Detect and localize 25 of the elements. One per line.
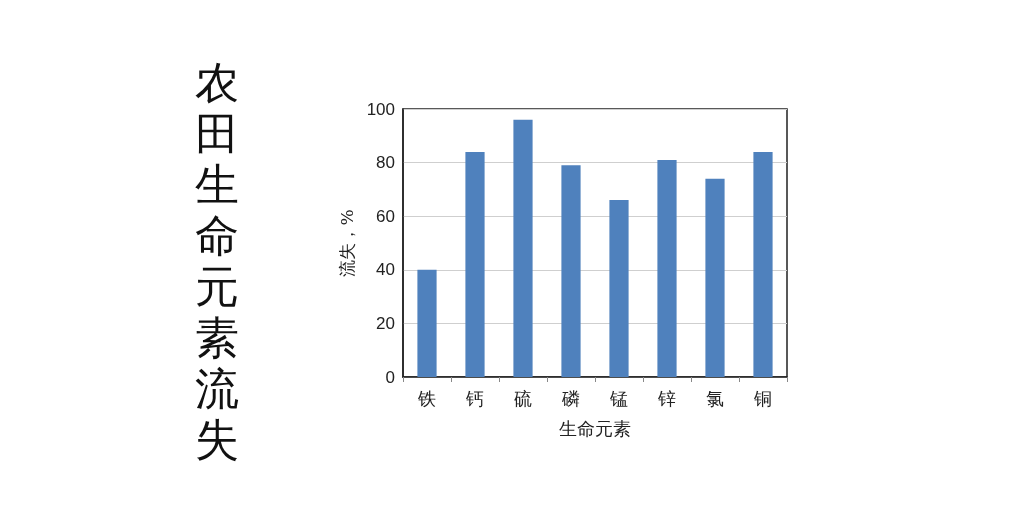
x-tick-label: 铜 [753,387,772,409]
bar [561,165,581,377]
x-tick-label: 硫 [514,387,532,409]
bar [657,159,677,377]
bar [705,178,725,377]
bar [513,119,533,377]
y-tick-label: 0 [385,367,395,387]
y-tick-label: 60 [376,206,395,226]
x-tick-label: 锌 [657,387,676,409]
x-axis-title: 生命元素 [559,417,631,439]
y-tick-label: 20 [376,313,395,333]
text: 农田生命元素流失 [195,57,239,465]
bar [753,151,773,377]
x-tick-label: 氯 [706,387,724,409]
x-tick-label: 钙 [465,387,484,409]
x-tick-label: 铁 [417,387,436,409]
y-tick-label: 100 [366,99,395,119]
y-tick-label: 80 [376,153,395,173]
bar [609,200,629,377]
bar [465,151,485,377]
y-axis-title: 流失，% [336,209,357,277]
x-tick-label: 锰 [609,387,628,409]
bar [417,269,437,377]
x-tick-label: 磷 [561,387,580,409]
y-tick-label: 40 [376,260,395,280]
